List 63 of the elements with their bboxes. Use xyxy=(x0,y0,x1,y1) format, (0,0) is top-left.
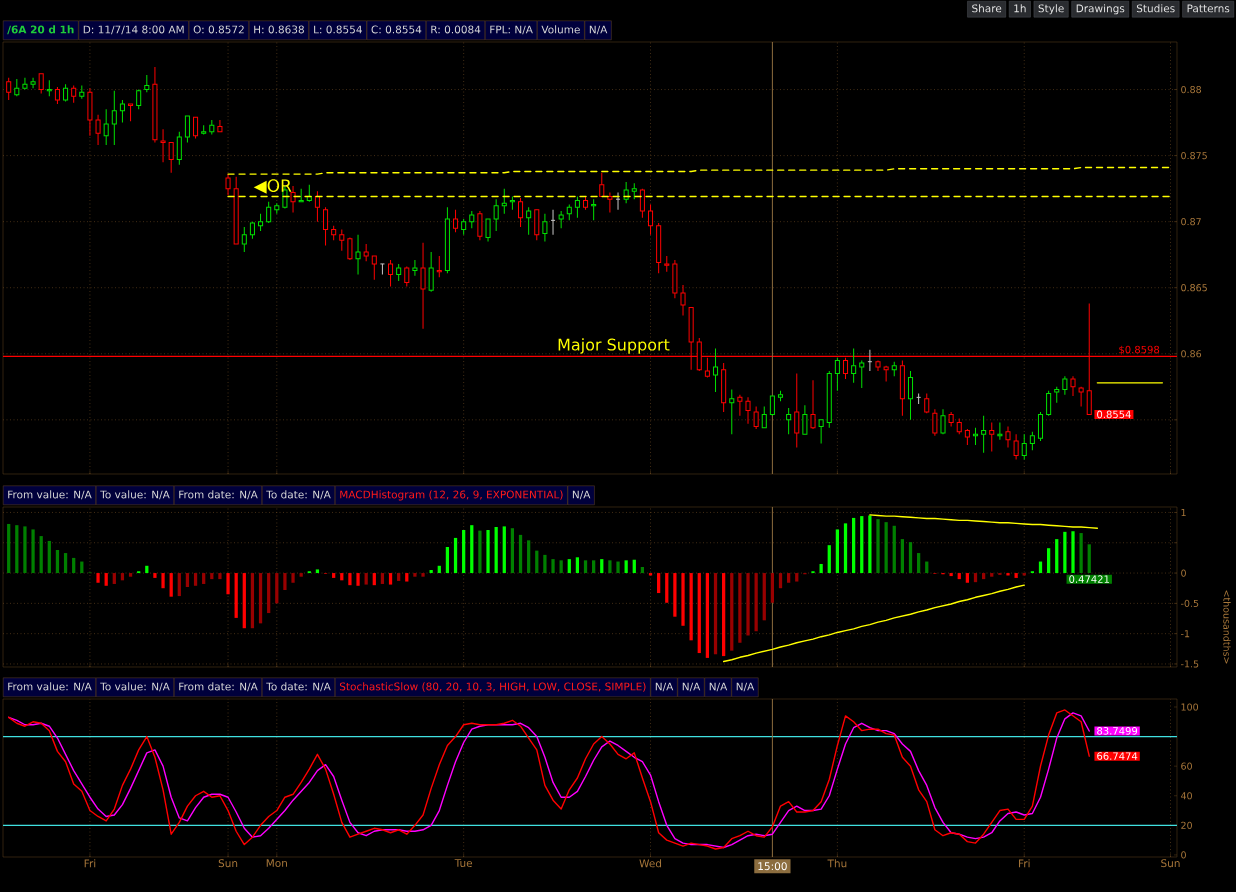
text: Style xyxy=(1038,4,1064,15)
text: N/A xyxy=(572,490,591,500)
chart-title: /6A 20 d 1h xyxy=(7,25,74,35)
text: L: 0.8554 xyxy=(314,25,362,34)
y-tick-label: 1 xyxy=(1181,508,1186,516)
y-tick-label: 0.86 xyxy=(1181,350,1202,358)
y-tick-label: -1 xyxy=(1180,630,1190,638)
data-label: 0.47421 xyxy=(1069,575,1109,583)
x-tick-label: Tue xyxy=(454,859,473,867)
y-tick-label: 0.875 xyxy=(1181,152,1207,160)
text: To value: N/A xyxy=(100,682,170,692)
y-tick-label: -0.5 xyxy=(1180,599,1199,607)
text: C: 0.8554 xyxy=(371,25,422,34)
text: FPL: N/A xyxy=(490,25,533,35)
y-axis-title: <thousandths> xyxy=(1223,590,1231,664)
text: To date: N/A xyxy=(266,490,331,500)
y-tick-label: 0.87 xyxy=(1181,218,1201,226)
text: From value: N/A xyxy=(8,682,92,692)
y-tick-label: 0.88 xyxy=(1181,85,1202,94)
text: Volume xyxy=(541,25,580,34)
text: N/A xyxy=(682,682,701,692)
y-tick-label: 40 xyxy=(1180,792,1192,800)
text: Patterns xyxy=(1187,4,1230,13)
ref-line-label: $0.8598 xyxy=(1119,345,1160,355)
y-tick-label: 20 xyxy=(1181,821,1192,829)
x-tick-label: Sun xyxy=(218,859,238,868)
text: N/A xyxy=(655,682,674,692)
y-tick-label: 0.865 xyxy=(1181,284,1207,292)
text: From value: N/A xyxy=(8,490,92,500)
text: From date: N/A xyxy=(179,682,258,692)
y-tick-label: 0 xyxy=(1181,851,1186,859)
text: N/A xyxy=(736,682,755,692)
text: To value: N/A xyxy=(100,490,170,500)
annotation: Major Support xyxy=(558,338,670,354)
text: Studies xyxy=(1136,4,1175,13)
x-tick-label: Fri xyxy=(1019,859,1030,868)
x-tick-label: Mon xyxy=(266,859,287,867)
text: R: 0.0084 xyxy=(431,25,481,34)
y-tick-label: 60 xyxy=(1181,762,1192,770)
text: To date: N/A xyxy=(266,682,331,692)
text: Share xyxy=(972,4,1002,13)
y-tick-label: 100 xyxy=(1181,703,1199,711)
x-tick-label: Thu xyxy=(827,859,847,868)
text: N/A xyxy=(589,25,608,35)
x-tick-label: 15:00 xyxy=(758,862,787,871)
series-label: ◀OR xyxy=(253,179,292,194)
x-tick-label: Sun xyxy=(1161,859,1180,868)
chart-title: StochasticSlow (80, 20, 10, 3, HIGH, LOW, CLOSE, SIMPLE) xyxy=(339,682,646,692)
x-tick-label: Wed xyxy=(639,859,662,868)
text: From date: N/A xyxy=(179,490,258,500)
text: N/A xyxy=(709,682,728,692)
data-label: 66.7474 xyxy=(1097,752,1138,760)
text: D: 11/7/14 8:00 AM xyxy=(83,25,184,35)
text: H: 0.8638 xyxy=(254,25,304,34)
data-label: 83.7499 xyxy=(1097,727,1138,735)
text: 1h xyxy=(1014,4,1026,13)
x-tick-label: Fri xyxy=(84,859,96,868)
chart-title: MACDHistogram (12, 26, 9, EXPONENTIAL) xyxy=(340,490,563,501)
text: O: 0.8572 xyxy=(193,25,244,34)
text: Drawings xyxy=(1076,4,1125,15)
text: 0.8554 xyxy=(1097,410,1131,419)
y-tick-label: -1.5 xyxy=(1180,660,1199,668)
y-tick-label: 0 xyxy=(1181,569,1186,577)
